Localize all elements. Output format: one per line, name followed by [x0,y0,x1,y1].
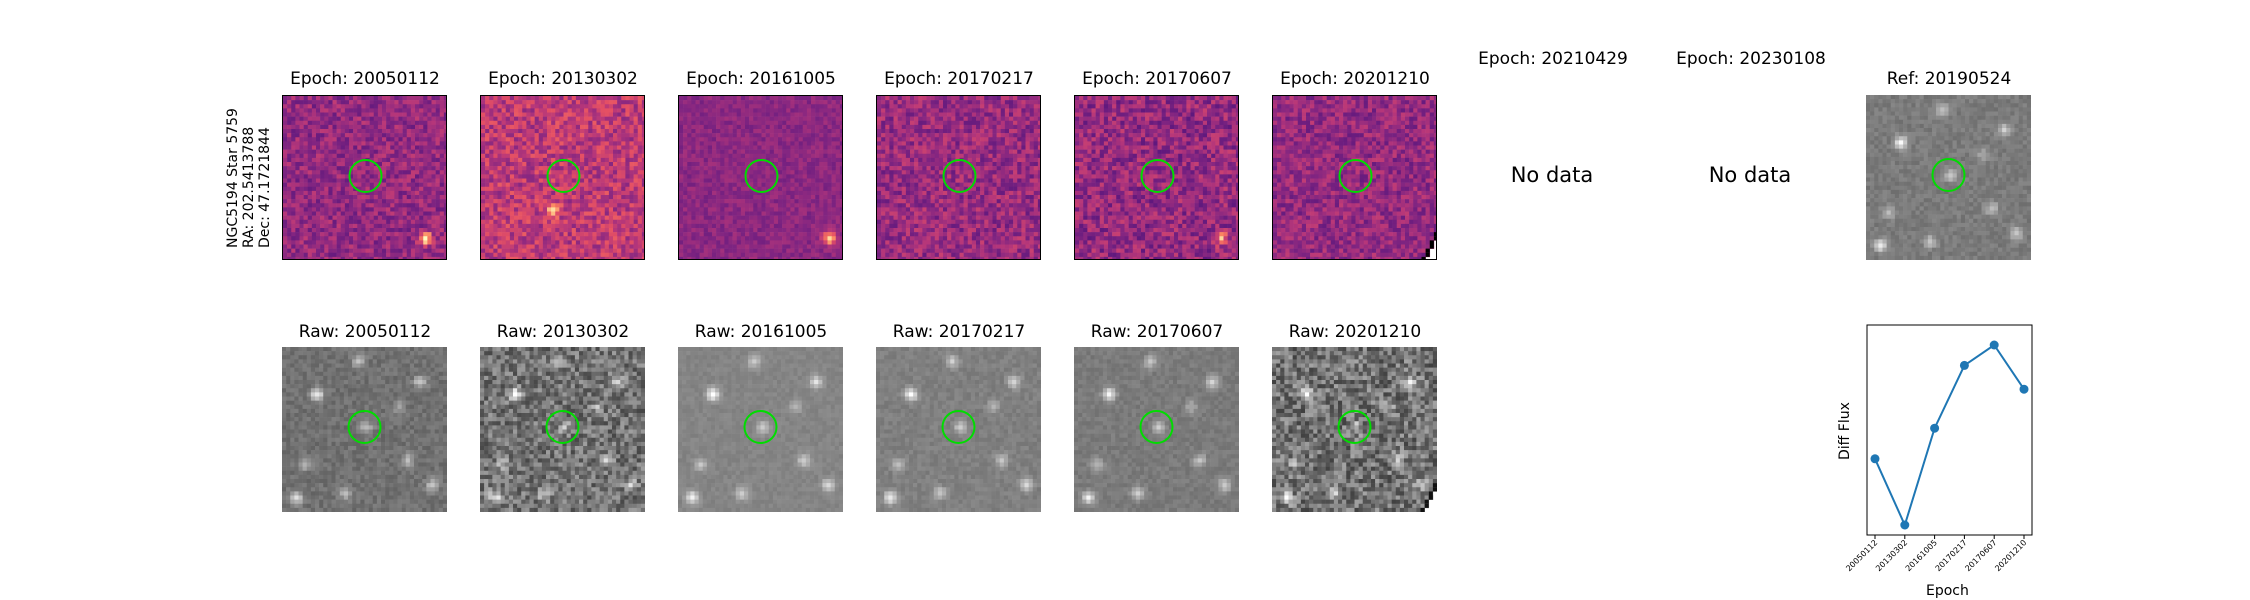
light-curve-chart: 2005011220130302201610052017021720170607… [1844,324,2033,573]
diff-image-1 [282,95,447,260]
target-name: NGC5194 Star 5759 [225,108,241,248]
ref-title: Ref: 20190524 [1799,69,2099,89]
diff-image-4 [876,95,1041,260]
raw-image-2 [480,347,645,512]
epoch-title-1: Epoch: 20050112 [215,69,515,89]
x-axis-label: Epoch [1926,583,1969,599]
raw-image-1-pixels [282,347,447,512]
flux-point-20050112 [1870,454,1880,464]
target-circle [347,410,382,444]
raw-image-6-pixels [1272,347,1437,512]
raw-image-5 [1074,347,1239,512]
flux-point-20170607 [1989,340,1999,350]
no-data-8: No data [1650,163,1850,187]
x-tick-label: 20201210 [1993,538,2028,573]
diff-image-1-pixels [283,96,446,259]
y-axis-label: Diff Flux [1837,402,1853,460]
raw-image-1 [282,347,447,512]
target-dec: Dec: 47.1721844 [257,108,273,248]
target-circle [743,410,778,444]
raw-title-5: Raw: 20170607 [1007,322,1307,342]
flux-series-line [1874,343,2025,528]
target-circle [545,410,580,444]
flux-point-20201210 [2019,384,2029,394]
target-circle [942,159,977,193]
target-circle [941,410,976,444]
diff-image-2 [480,95,645,260]
diff-image-3-pixels [679,96,842,259]
target-circle [1140,159,1175,193]
diff-image-2-pixels [481,96,644,259]
epoch-title-4: Epoch: 20170217 [809,69,1109,89]
epoch-title-2: Epoch: 20130302 [413,69,713,89]
diff-image-5 [1074,95,1239,260]
raw-title-6: Raw: 20201210 [1205,322,1505,342]
raw-image-4 [876,347,1041,512]
target-circle [744,159,779,193]
diff-image-3 [678,95,843,260]
epoch-title-7: Epoch: 20210429 [1403,49,1703,69]
epoch-title-3: Epoch: 20161005 [611,69,911,89]
no-data-7: No data [1452,163,1652,187]
flux-point-20130302 [1900,520,1910,530]
raw-image-4-pixels [876,347,1041,512]
diff-image-6-pixels [1273,96,1436,259]
target-ra: RA: 202.5413788 [241,108,257,248]
ref-image-pixels [1866,95,2031,260]
plot-frame [1866,324,2033,536]
target-circle [1337,410,1372,444]
epoch-title-8: Epoch: 20230108 [1601,49,1901,69]
diff-image-5-pixels [1075,96,1238,259]
target-circle [1338,159,1373,193]
flux-point-20170217 [1959,360,1969,370]
raw-image-2-pixels [480,347,645,512]
epoch-title-6: Epoch: 20201210 [1205,69,1505,89]
target-label: NGC5194 Star 5759 RA: 202.5413788 Dec: 4… [225,108,273,248]
ref-image [1866,95,2031,260]
target-circle [1139,410,1174,444]
raw-image-6 [1272,347,1437,512]
target-circle [1931,158,1966,192]
raw-title-4: Raw: 20170217 [809,322,1109,342]
target-circle [348,159,383,193]
diff-image-4-pixels [877,96,1040,259]
raw-title-1: Raw: 20050112 [215,322,515,342]
raw-image-3-pixels [678,347,843,512]
raw-image-5-pixels [1074,347,1239,512]
target-circle [546,159,581,193]
epoch-title-5: Epoch: 20170607 [1007,69,1307,89]
raw-image-3 [678,347,843,512]
flux-point-20161005 [1930,423,1940,433]
raw-title-2: Raw: 20130302 [413,322,713,342]
diff-image-6 [1272,95,1437,260]
raw-title-3: Raw: 20161005 [611,322,911,342]
